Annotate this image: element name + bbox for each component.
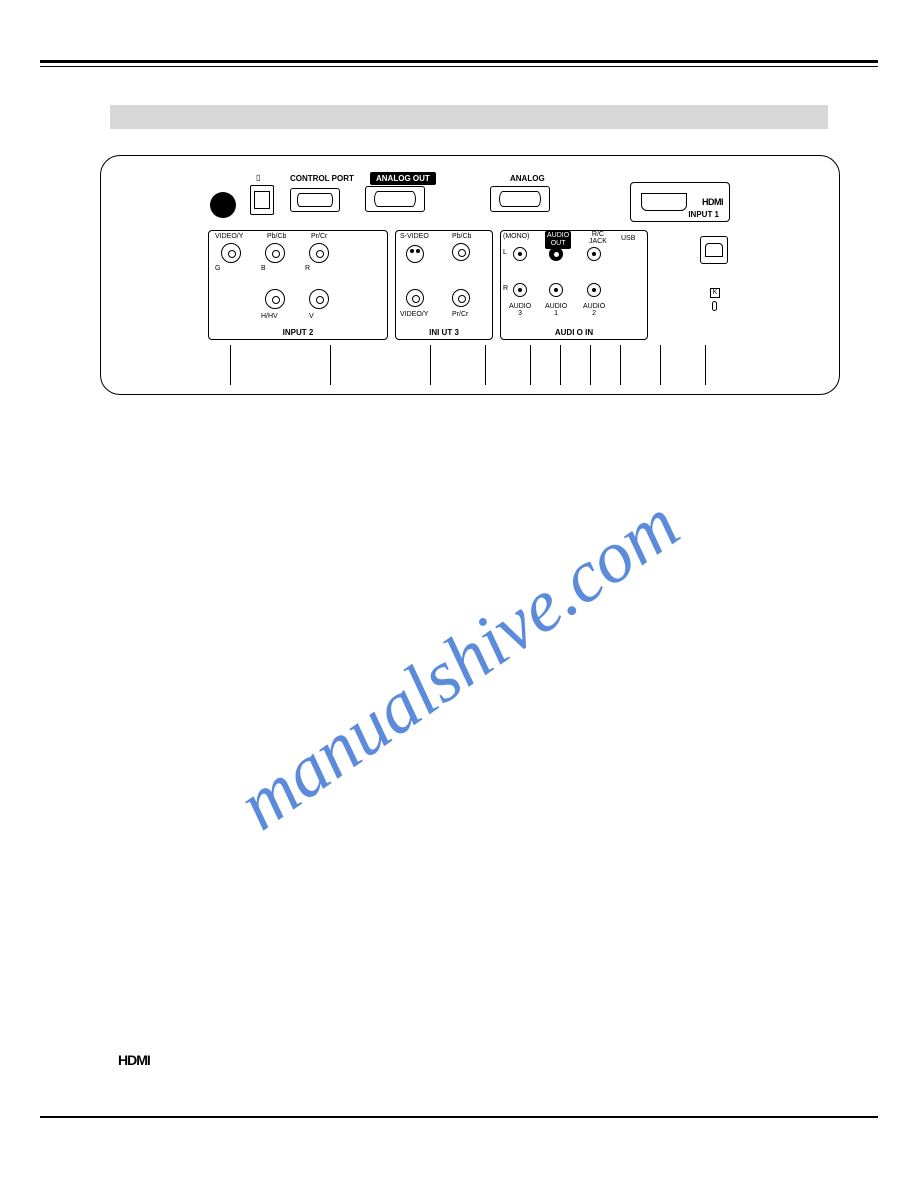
hdmi-input1-frame: HDMI INPUT 1 (630, 182, 730, 222)
aud-l-label: L (503, 249, 507, 256)
callout-stub (530, 345, 531, 385)
in2-b-label: B (261, 265, 266, 272)
aud-rca-audio2 (587, 283, 601, 297)
input2-group-label: INPUT 2 (209, 328, 387, 337)
in2-jack-hhv (265, 289, 285, 309)
input2-group: VIDEO/Y Pb/Cb Pr/Cr G B R H/HV V INPUT 2 (208, 230, 388, 340)
in3-prcr-label: Pr/Cr (452, 311, 468, 318)
aud-audio1-label: AUDIO 1 (545, 303, 567, 317)
in3-jack-video-y (406, 289, 424, 307)
aud-rca-audio1 (549, 283, 563, 297)
kensington-slot (712, 301, 717, 311)
aud-rca-rcjack (587, 247, 601, 261)
aud-rcjack-label: R/C JACK (589, 231, 607, 245)
in3-svideo-label: S-VIDEO (400, 233, 429, 240)
page-rule-top (40, 60, 878, 63)
rear-terminal-diagram: ▯ CONTROL PORT ANALOG OUT ANALOG HDMI IN… (190, 170, 750, 380)
in2-jack-video-y (221, 243, 241, 263)
callout-stub (590, 345, 591, 385)
in3-jack-prcr (452, 289, 470, 307)
aud-rca-audio-out (549, 247, 563, 261)
kensington-label: K (710, 288, 720, 298)
in3-video-y-label: VIDEO/Y (400, 311, 428, 318)
callout-stub (560, 345, 561, 385)
usb-port (705, 243, 723, 257)
hdmi-logo: HDMI (118, 1052, 150, 1068)
lan-port-frame (250, 185, 274, 215)
lan-port (254, 191, 270, 209)
aud-audio2-label: AUDIO 2 (583, 303, 605, 317)
audio-in-group: (MONO) AUDIO OUT R/C JACK USB L R AUDIO … (500, 230, 648, 340)
hdmi-badge: HDMI (702, 197, 723, 207)
hdmi-port (641, 193, 687, 211)
in2-hhv-label: H/HV (261, 313, 278, 320)
analog-in-label: ANALOG (510, 174, 545, 183)
callout-stub (485, 345, 486, 385)
analog-out-label: ANALOG OUT (370, 172, 436, 185)
in2-g-label: G (215, 265, 220, 272)
page-rule-bottom (40, 1116, 878, 1118)
aud-rca-l-mono (513, 247, 527, 261)
usb-port-frame (700, 236, 728, 264)
audio-in-group-label: AUDI O IN (501, 328, 647, 337)
aud-rca-r (513, 283, 527, 297)
aud-r-label: R (503, 285, 508, 292)
in3-svideo-port (406, 245, 424, 263)
control-port-label: CONTROL PORT (290, 174, 354, 183)
in2-prcr-label: Pr/Cr (311, 233, 327, 240)
lan-icon: ▯ (256, 173, 260, 182)
input3-group-label: INI UT 3 (396, 328, 492, 337)
ir-receiver (210, 192, 236, 218)
callout-stub (430, 345, 431, 385)
callout-stub (230, 345, 231, 385)
callout-stub (330, 345, 331, 385)
aud-audio-out-label: AUDIO OUT (545, 231, 571, 249)
watermark: manualshive.com (223, 483, 694, 849)
in2-v-label: V (309, 313, 314, 320)
page-rule-top-thin (40, 66, 878, 67)
in2-video-y-label: VIDEO/Y (215, 233, 243, 240)
in3-jack-pbcb (452, 243, 470, 261)
callout-stub (620, 345, 621, 385)
input1-label: INPUT 1 (688, 210, 719, 219)
in2-jack-pbcb (265, 243, 285, 263)
in2-pbcb-label: Pb/Cb (267, 233, 286, 240)
in2-jack-prcr (309, 243, 329, 263)
control-port-db9 (297, 193, 333, 207)
analog-out-port (365, 186, 425, 212)
aud-audio3-label: AUDIO 3 (509, 303, 531, 317)
in3-pbcb-label: Pb/Cb (452, 233, 471, 240)
input3-group: S-VIDEO Pb/Cb VIDEO/Y Pr/Cr INI UT 3 (395, 230, 493, 340)
analog-in-port (490, 186, 550, 212)
in2-jack-v (309, 289, 329, 309)
callout-stub (660, 345, 661, 385)
aud-usb-label: USB (621, 235, 635, 242)
callout-stub (705, 345, 706, 385)
control-port-frame (290, 188, 340, 212)
in2-r-label: R (305, 265, 310, 272)
aud-mono-label: (MONO) (503, 233, 529, 240)
section-heading-bar (110, 105, 828, 129)
kensington-lock: K (710, 288, 722, 310)
